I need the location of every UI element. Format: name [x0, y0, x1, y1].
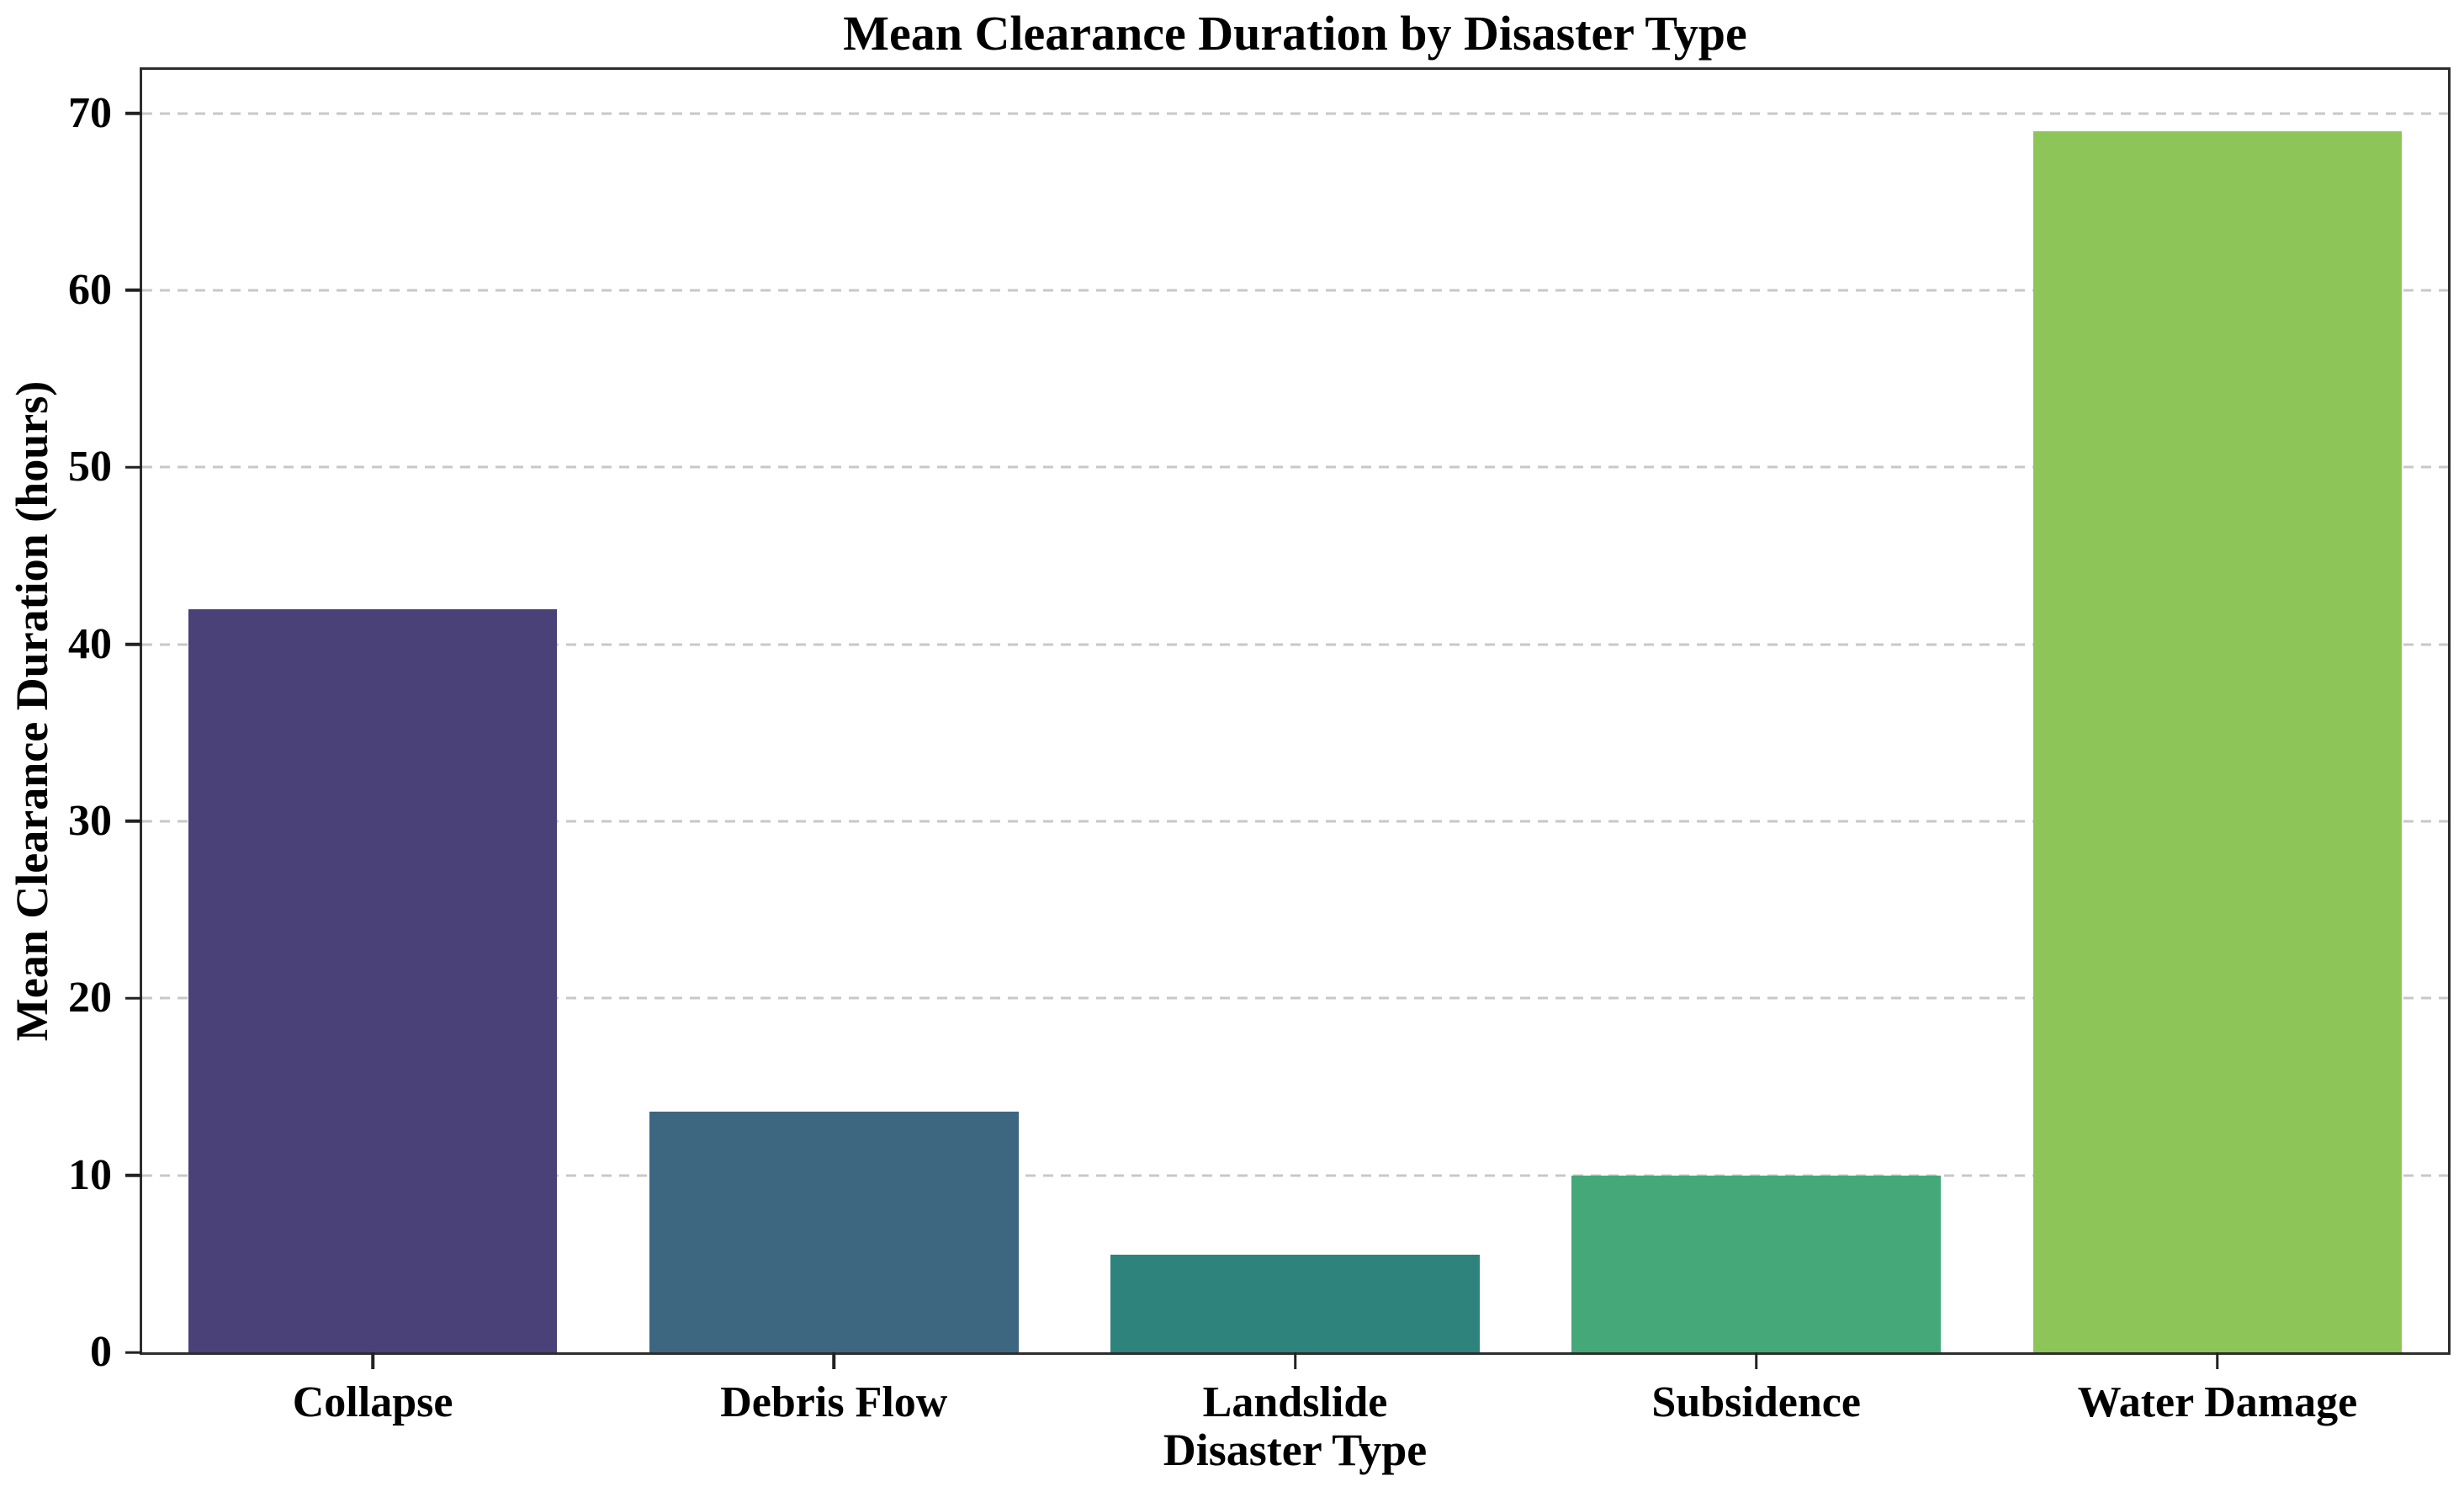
- y-axis-label: Mean Clearance Duration (hours): [7, 380, 57, 1042]
- x-tick-mark-collapse: [371, 1352, 374, 1369]
- x-tick-label-subsidence: Subsidence: [1651, 1378, 1861, 1426]
- x-tick-mark-water-damage: [2216, 1352, 2219, 1369]
- x-tick-mark-debris-flow: [832, 1352, 836, 1369]
- x-tick-label-water-damage: Water Damage: [2077, 1378, 2358, 1426]
- x-tick-label-debris-flow: Debris Flow: [720, 1378, 948, 1426]
- gridline-30: [142, 820, 2448, 823]
- bar-collapse: [188, 608, 558, 1352]
- gridline-40: [142, 643, 2448, 646]
- bar-landslide: [1110, 1255, 1480, 1352]
- bar-subsidence: [1571, 1175, 1941, 1352]
- chart-title: Mean Clearance Duration by Disaster Type: [843, 6, 1747, 61]
- y-tick-mark-30: [125, 820, 142, 823]
- x-tick-mark-landslide: [1293, 1352, 1297, 1369]
- gridline-10: [142, 1174, 2448, 1177]
- y-tick-mark-60: [125, 289, 142, 292]
- y-tick-mark-10: [125, 1173, 142, 1177]
- y-tick-mark-70: [125, 111, 142, 115]
- y-tick-mark-50: [125, 465, 142, 469]
- y-tick-mark-20: [125, 996, 142, 1001]
- x-tick-label-collapse: Collapse: [292, 1378, 453, 1426]
- x-tick-mark-subsidence: [1754, 1352, 1758, 1369]
- bar-debris-flow: [649, 1111, 1019, 1352]
- y-tick-mark-0: [125, 1351, 142, 1354]
- x-tick-label-landslide: Landslide: [1202, 1378, 1388, 1426]
- x-axis-label: Disaster Type: [1163, 1425, 1428, 1475]
- gridline-70: [142, 112, 2448, 115]
- plot-area: 0 10 20 30 40 50 60 70 Collapse Debris Flow Landsl…: [68, 67, 2451, 1426]
- gridline-50: [142, 465, 2448, 469]
- gridline-20: [142, 996, 2448, 1000]
- y-tick-mark-40: [125, 642, 142, 646]
- gridline-60: [142, 289, 2448, 292]
- bar-water-damage: [2032, 130, 2403, 1352]
